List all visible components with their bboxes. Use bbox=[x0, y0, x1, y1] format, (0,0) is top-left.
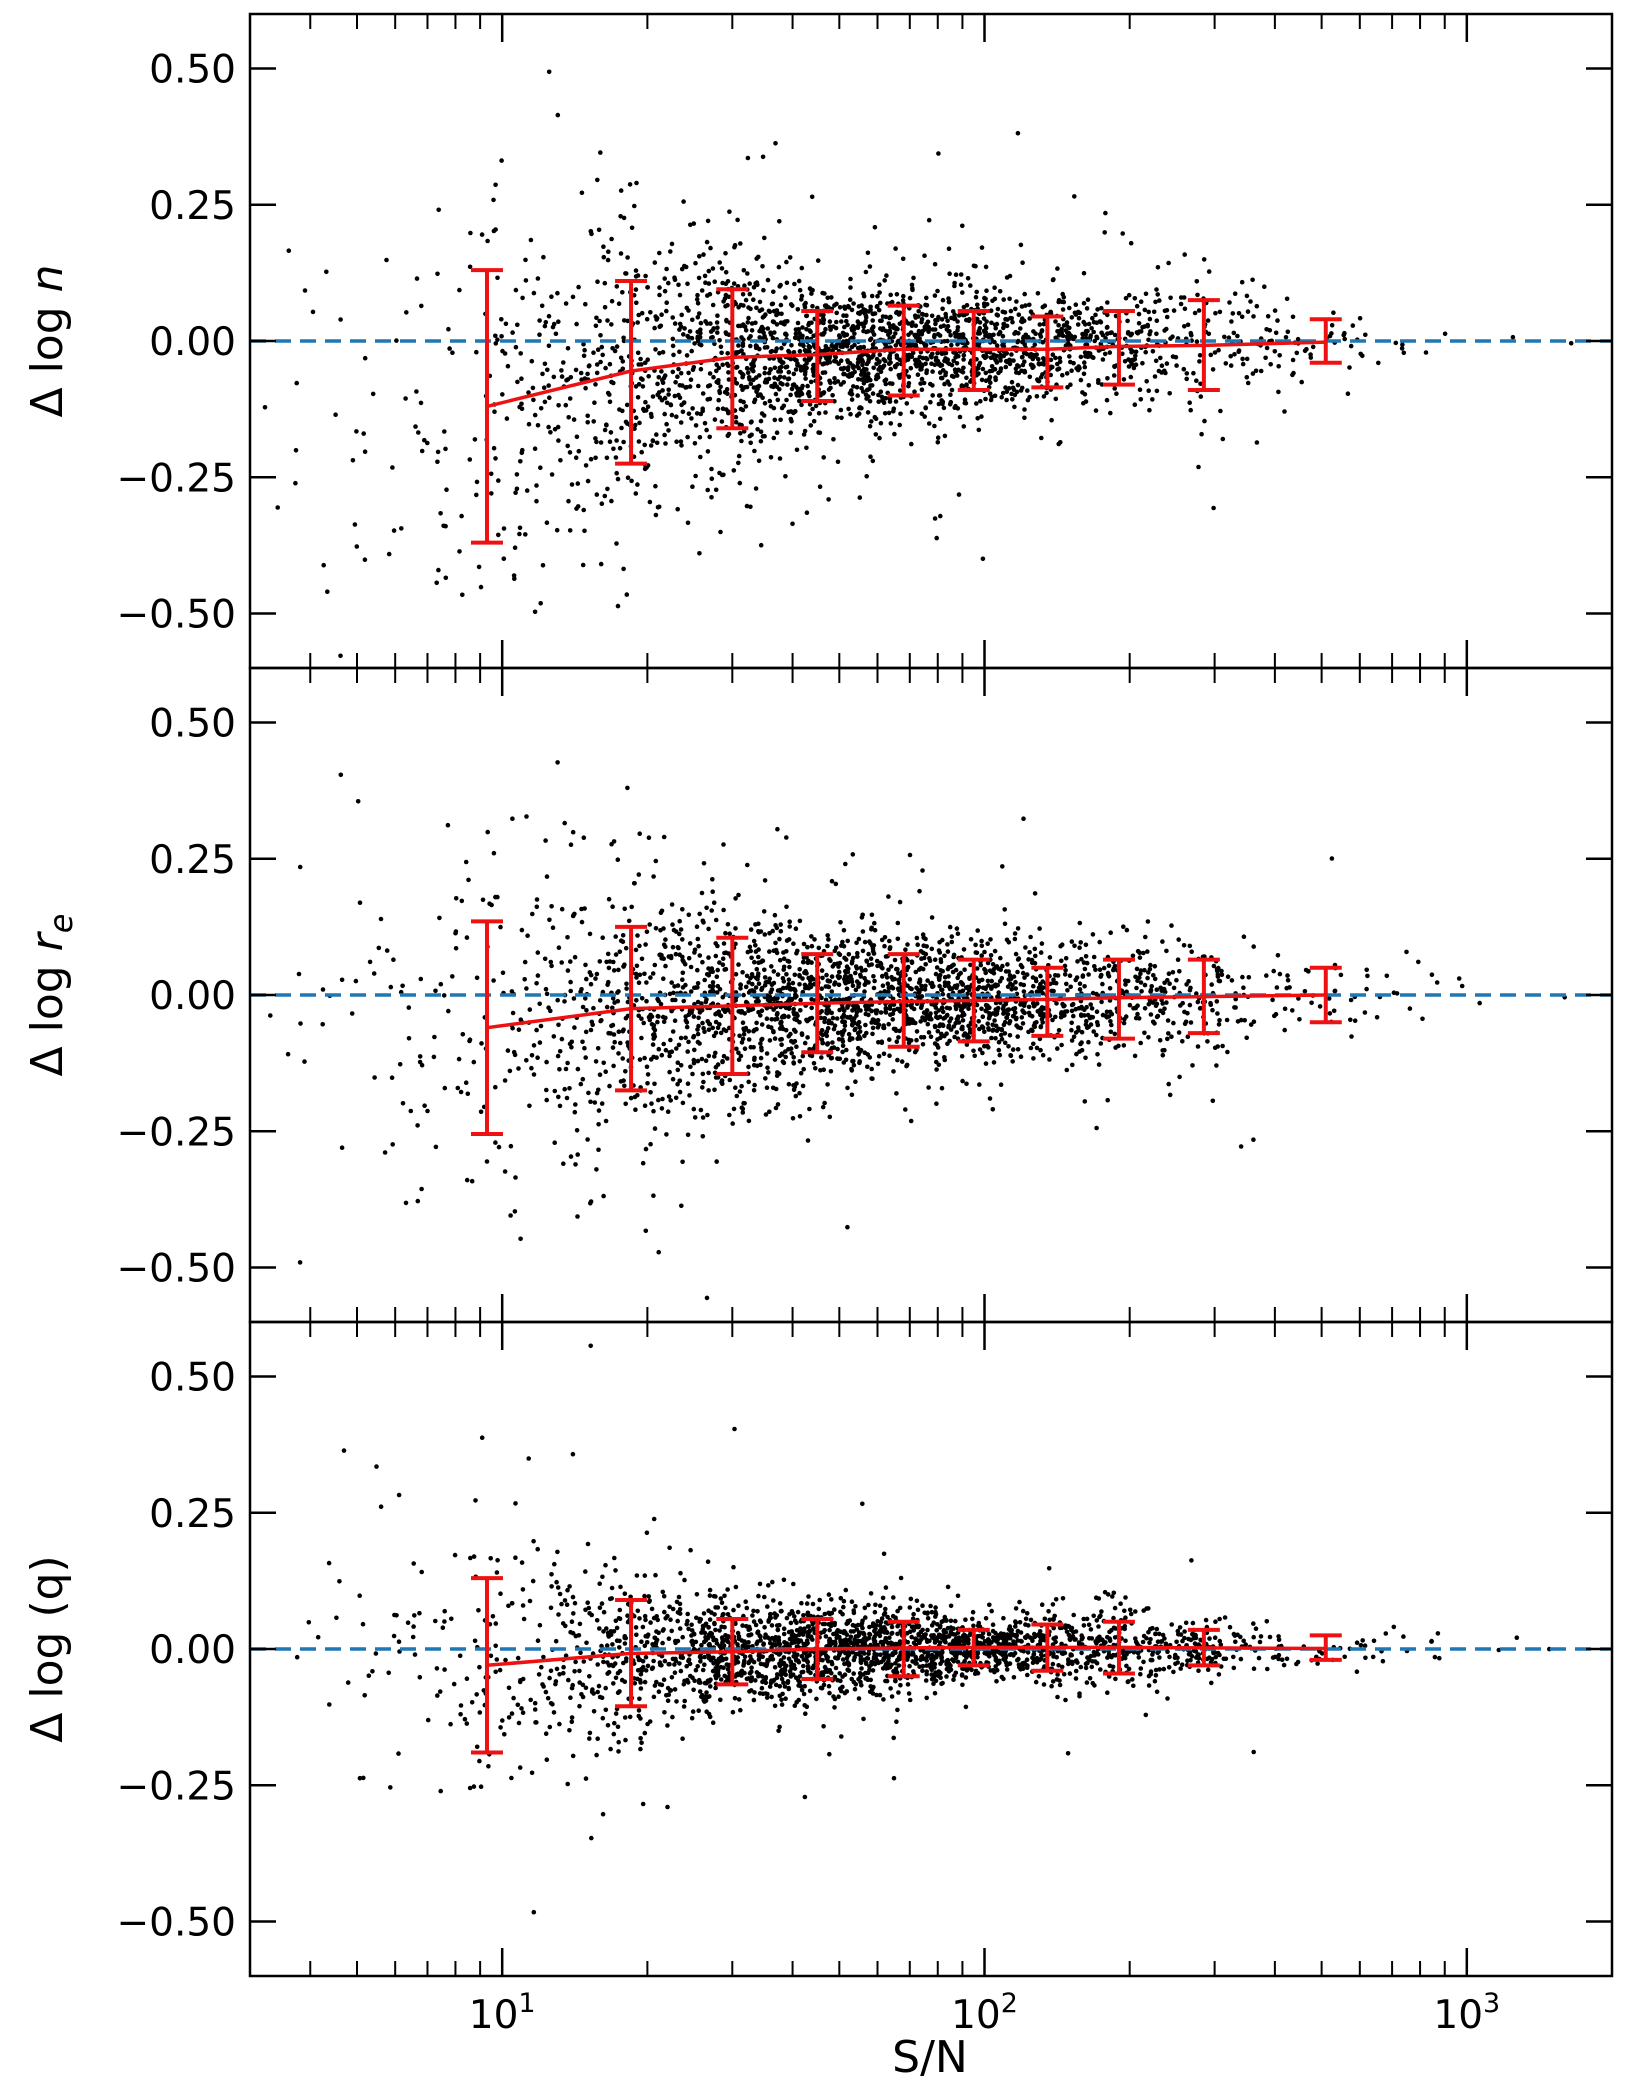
error-bar bbox=[1309, 317, 1342, 365]
median-line bbox=[486, 993, 1326, 1030]
panel-3: −0.50 −0.25 0.00 0.25 0.50 Δ log (q) bbox=[22, 1320, 1614, 1978]
median-line bbox=[486, 1645, 1326, 1668]
error-bar bbox=[1309, 965, 1342, 1025]
error-bar bbox=[1187, 957, 1220, 1036]
panel-1: −0.50 −0.25 0.00 0.25 0.50 Δ log n bbox=[22, 12, 1614, 670]
error-bar bbox=[1031, 965, 1064, 1038]
error-bar bbox=[716, 935, 749, 1077]
error-bar bbox=[716, 1617, 749, 1687]
y-axis-label: Δ log re bbox=[22, 914, 80, 1077]
y-tick-label: −0.50 bbox=[116, 1901, 236, 1946]
y-tick-label: 0.00 bbox=[149, 320, 236, 365]
scatter-points bbox=[262, 69, 1574, 659]
error-bar bbox=[1102, 1619, 1135, 1676]
y-tick-label: 0.00 bbox=[149, 1628, 236, 1673]
y-tick-label: −0.50 bbox=[116, 593, 236, 638]
median-line bbox=[486, 340, 1326, 409]
error-bar bbox=[957, 957, 990, 1044]
y-tick-label: 0.50 bbox=[149, 48, 236, 93]
error-bar bbox=[801, 952, 834, 1055]
error-bar bbox=[470, 1576, 503, 1755]
y-tick-label: −0.25 bbox=[116, 1110, 236, 1155]
y-tick-label: −0.25 bbox=[116, 1764, 236, 1809]
scatter-points bbox=[294, 1343, 1552, 1915]
error-bar bbox=[1102, 957, 1135, 1041]
error-bar bbox=[1309, 1633, 1342, 1662]
error-bar bbox=[801, 309, 834, 403]
error-bar bbox=[615, 924, 648, 1093]
error-bar bbox=[1031, 314, 1064, 390]
y-axis-label: Δ log (q) bbox=[22, 1555, 73, 1742]
error-bar bbox=[887, 1619, 920, 1679]
y-tick-label: 0.50 bbox=[149, 702, 236, 747]
y-tick-label: −0.50 bbox=[116, 1247, 236, 1292]
scatter-points bbox=[268, 760, 1567, 1301]
plot-area bbox=[250, 760, 1612, 1301]
error-bar bbox=[470, 268, 503, 545]
error-bar bbox=[957, 309, 990, 393]
y-axis-label: Δ log n bbox=[22, 264, 73, 417]
x-tick-label: 103 bbox=[1433, 1988, 1500, 2038]
error-bar bbox=[1102, 309, 1135, 387]
y-tick-label: 0.25 bbox=[149, 184, 236, 229]
y-tick-label: 0.25 bbox=[149, 1492, 236, 1537]
x-tick-label: 102 bbox=[951, 1988, 1018, 2038]
y-tick-label: 0.50 bbox=[149, 1356, 236, 1401]
x-axis-label: S/N bbox=[892, 2032, 968, 2083]
error-bar bbox=[887, 952, 920, 1049]
panels-layer: −0.50 −0.25 0.00 0.25 0.50 Δ log n −0.50 −0.25 0… bbox=[22, 12, 1614, 2038]
error-bar bbox=[615, 279, 648, 466]
panel-2: −0.50 −0.25 0.00 0.25 0.50 Δ log re bbox=[22, 666, 1614, 1324]
error-bar bbox=[716, 287, 749, 431]
error-bar bbox=[470, 919, 503, 1136]
error-bar bbox=[887, 303, 920, 398]
plot-area bbox=[250, 1343, 1612, 1915]
error-bar bbox=[957, 1627, 990, 1668]
error-bar bbox=[615, 1597, 648, 1709]
error-bar bbox=[1187, 1627, 1220, 1668]
y-tick-label: 0.25 bbox=[149, 838, 236, 883]
x-tick-label: 101 bbox=[469, 1988, 536, 2038]
y-tick-label: −0.25 bbox=[116, 456, 236, 501]
error-bar bbox=[801, 1617, 834, 1681]
plot-area bbox=[250, 69, 1612, 659]
error-bar bbox=[1187, 298, 1220, 393]
error-bar bbox=[1031, 1622, 1064, 1673]
y-tick-label: 0.00 bbox=[149, 974, 236, 1019]
